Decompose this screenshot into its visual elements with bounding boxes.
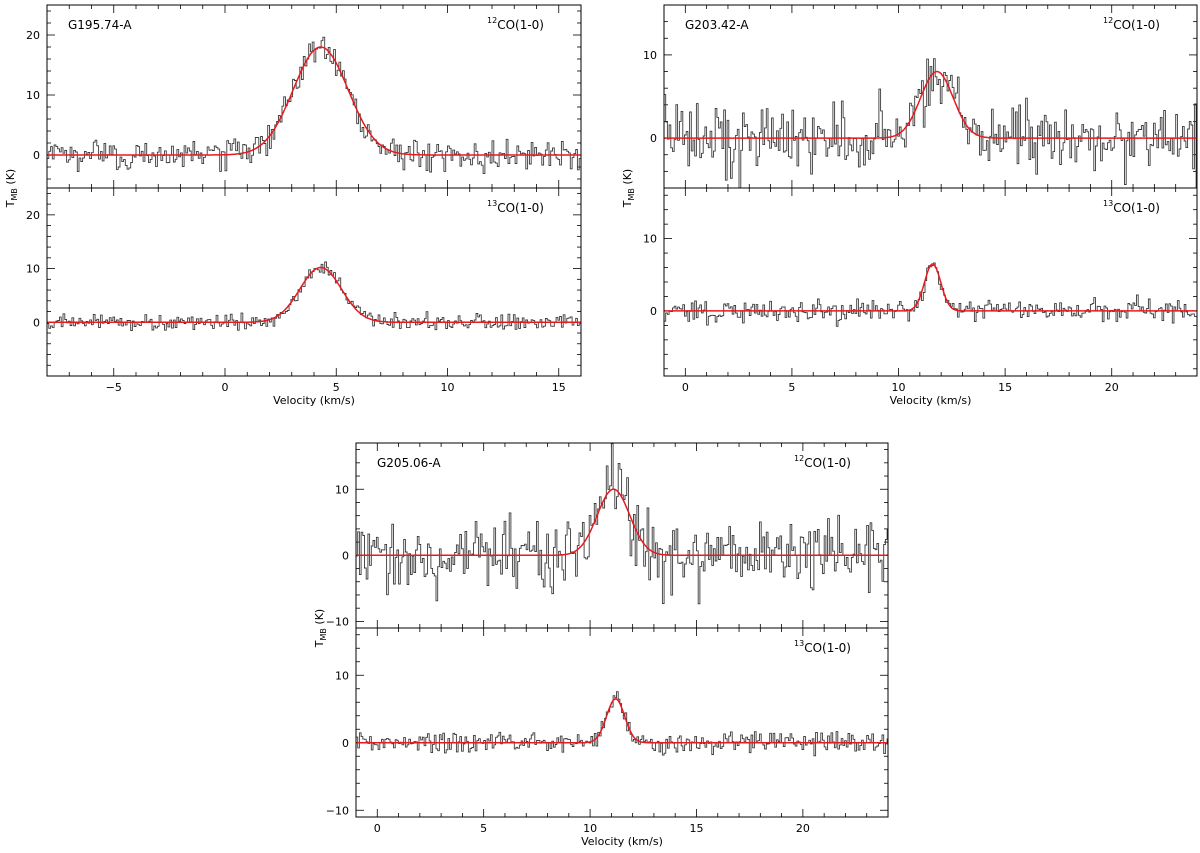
fit-curve-13CO: [356, 698, 888, 744]
line-label-isotope: 12: [487, 16, 497, 25]
y-tick-label: 10: [643, 49, 657, 62]
spectrum-line-12CO: [356, 443, 888, 605]
y-tick-label: 0: [650, 132, 657, 145]
x-tick-label: 20: [796, 822, 810, 835]
y-tick-label: 10: [643, 233, 657, 246]
x-tick-label: 15: [552, 381, 566, 394]
y-axis-label: TMB (K): [4, 169, 19, 208]
source-name: G195.74-A: [68, 18, 132, 32]
x-axis-label: Velocity (km/s): [273, 394, 355, 407]
spectrum-line-13CO: [664, 262, 1197, 327]
line-label-12CO: 12CO(1-0): [487, 16, 544, 32]
line-label-isotope: 12: [1103, 16, 1113, 25]
line-label-13CO: 13CO(1-0): [1103, 199, 1160, 215]
y-tick-label: 0: [650, 305, 657, 318]
fit-curve-12CO: [356, 488, 888, 557]
fit-curve-13CO: [47, 266, 581, 324]
spectrum-line-12CO: [47, 36, 581, 175]
fit-curve-13CO: [664, 263, 1197, 312]
plot-frame: [46, 4, 582, 377]
line-label-13CO: 13CO(1-0): [794, 639, 851, 655]
y-tick-label: −10: [326, 615, 349, 628]
line-label-isotope: 13: [794, 639, 804, 648]
x-tick-label: 20: [1105, 381, 1119, 394]
line-label-isotope: 13: [1103, 199, 1113, 208]
x-tick-label: 10: [892, 381, 906, 394]
y-tick-label: 10: [335, 483, 349, 496]
line-label-12CO: 12CO(1-0): [794, 454, 851, 470]
x-tick-label: 15: [689, 822, 703, 835]
y-axis-label: TMB (K): [621, 169, 636, 208]
line-label-transition: CO(1-0): [497, 201, 544, 215]
line-label-transition: CO(1-0): [804, 456, 851, 470]
x-tick-label: 5: [480, 822, 487, 835]
x-tick-label: 5: [788, 381, 795, 394]
y-axis-label: TMB (K): [313, 609, 328, 648]
line-label-isotope: 12: [794, 454, 804, 463]
line-label-transition: CO(1-0): [804, 641, 851, 655]
line-label-transition: CO(1-0): [497, 18, 544, 32]
line-label-transition: CO(1-0): [1113, 18, 1160, 32]
x-tick-label: 0: [374, 822, 381, 835]
panel-13CO-3: −10 0 10 13CO(1-0): [326, 628, 889, 817]
line-label-isotope: 13: [487, 199, 497, 208]
y-tick-label: 10: [26, 89, 40, 102]
spectrum-line-13CO: [47, 261, 581, 331]
x-tick-label: 10: [441, 381, 455, 394]
plot-frame: [355, 442, 889, 818]
line-label-13CO: 13CO(1-0): [487, 199, 544, 215]
spectrum-line-13CO: [356, 691, 888, 757]
x-tick-label: 0: [682, 381, 689, 394]
spectrum-line-12CO: [664, 58, 1197, 188]
source-name: G205.06-A: [377, 456, 441, 470]
x-tick-label: 0: [222, 381, 229, 394]
line-label-12CO: 12CO(1-0): [1103, 16, 1160, 32]
x-tick-label: 10: [583, 822, 597, 835]
x-axis-label: Velocity (km/s): [890, 394, 972, 407]
panel-12CO-1: 0 10 20 12CO(1-0): [26, 5, 582, 188]
plot-frame: [663, 4, 1198, 377]
x-tick-label: 5: [333, 381, 340, 394]
panel-13CO-2: 0 10 13CO(1-0): [643, 188, 1198, 376]
y-tick-label: 0: [33, 149, 40, 162]
y-tick-label: 10: [26, 263, 40, 276]
y-tick-label: 0: [342, 737, 349, 750]
x-axis-label: Velocity (km/s): [581, 835, 663, 848]
panel-12CO-2: 0 10 12CO(1-0): [643, 4, 1198, 189]
y-tick-label: 20: [26, 29, 40, 42]
y-tick-label: 0: [342, 549, 349, 562]
line-label-transition: CO(1-0): [1113, 201, 1160, 215]
x-tick-label: 15: [998, 381, 1012, 394]
panel-13CO-1: 0 10 20 13CO(1-0): [26, 188, 582, 377]
panel-12CO-3: −10 0 10 12CO(1-0): [326, 443, 889, 628]
y-tick-label: −10: [326, 804, 349, 817]
source-name: G203.42-A: [685, 18, 749, 32]
x-tick-label: −5: [106, 381, 122, 394]
y-tick-label: 10: [335, 669, 349, 682]
fit-curve-12CO: [47, 46, 581, 156]
fit-curve-12CO: [664, 70, 1197, 139]
y-tick-label: 20: [26, 209, 40, 222]
y-tick-label: 0: [33, 316, 40, 329]
